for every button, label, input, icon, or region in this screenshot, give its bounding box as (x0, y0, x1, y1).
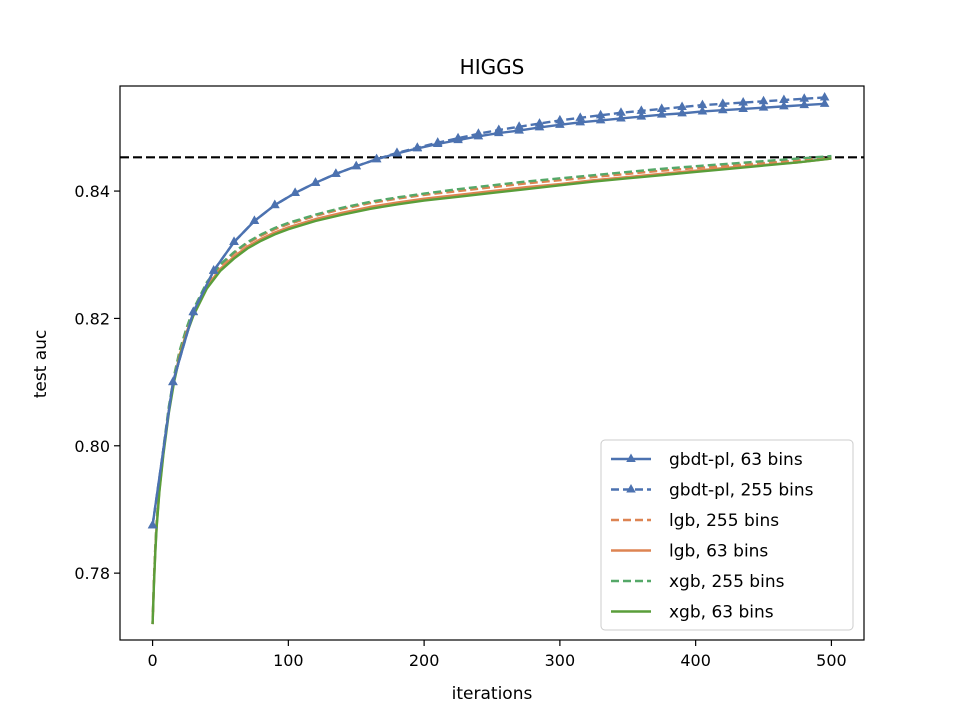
series-2-point (738, 97, 748, 106)
series-2-point (656, 103, 667, 112)
series-line-2 (151, 96, 825, 526)
series-2-point (432, 137, 443, 146)
series-1-point (636, 111, 647, 120)
series-2-point (819, 91, 830, 101)
x-tick-label: 0 (147, 651, 157, 670)
series-1-point (595, 114, 606, 124)
legend-label: lgb, 255 bins (669, 511, 779, 531)
series-2-point (616, 107, 626, 116)
series-2-point (677, 101, 687, 111)
y-tick-label: 0.82 (74, 309, 110, 328)
series-2-point (188, 306, 199, 316)
series-2-point (453, 132, 463, 142)
series-2-point (697, 99, 708, 109)
x-axis-label: iterations (452, 684, 533, 704)
series-1-point (758, 102, 769, 111)
axis-ticks: 0 100 200 300 400 500 0.78 0.80 0.82 0.84 (74, 182, 846, 670)
series-2-point (310, 177, 321, 186)
series-2-point (229, 236, 239, 246)
chart-title: HIGGS (460, 55, 525, 79)
legend-label: xgb, 255 bins (669, 572, 785, 592)
x-tick-label: 200 (409, 651, 440, 670)
series-2-point (249, 215, 260, 225)
legend-label: gbdt-pl, 255 bins (669, 481, 814, 501)
axes-frame (119, 85, 865, 641)
series-2-point (290, 187, 300, 197)
y-axis-label: test auc (31, 330, 51, 399)
series-1-point (677, 107, 687, 117)
legend-label: lgb, 63 bins (669, 542, 768, 562)
series-2-point (779, 94, 789, 104)
series-2-point (412, 142, 423, 151)
series-1-point (738, 103, 748, 112)
legend: gbdt-pl, 63 bins gbdt-pl, 255 bins lgb, 25… (600, 439, 854, 631)
series-2-point (595, 109, 606, 119)
series-2-point (718, 98, 728, 107)
series-2-point (269, 199, 280, 209)
series-1-point (555, 119, 565, 128)
series-2-point (494, 124, 504, 133)
series-1-point (799, 99, 810, 109)
series-2-point (351, 160, 362, 170)
series-2-point (758, 95, 769, 105)
series-2-point (636, 105, 647, 114)
series-2-point (473, 128, 484, 137)
legend-label: gbdt-pl, 63 bins (669, 450, 803, 470)
series-1-point (718, 104, 728, 114)
series-2-point (168, 376, 178, 386)
series-1-point (697, 105, 708, 115)
y-tick-label: 0.84 (74, 182, 110, 201)
x-tick-label: 500 (816, 651, 847, 670)
series-1-point (575, 116, 586, 126)
legend-box (600, 439, 854, 631)
series-2-point (208, 265, 219, 274)
series-2-point (392, 147, 402, 156)
series-2-point (147, 519, 158, 529)
legend-label: xgb, 63 bins (669, 603, 774, 623)
series-2-point (534, 118, 545, 127)
series-2-point (371, 153, 382, 163)
series-1-point (819, 98, 830, 107)
plot-area (120, 91, 864, 625)
series-1-point (779, 100, 789, 110)
legend-marker (626, 484, 636, 493)
x-tick-label: 300 (545, 651, 576, 670)
series-2-point (799, 93, 810, 102)
series-2-point (555, 114, 565, 124)
series-2-point (575, 112, 586, 121)
x-tick-label: 400 (680, 651, 711, 670)
series-1-point (616, 112, 626, 122)
legend-marker (626, 453, 636, 463)
series-2-point (514, 121, 524, 130)
y-tick-label: 0.78 (74, 564, 110, 583)
y-tick-label: 0.80 (74, 437, 110, 456)
series-1-point (656, 109, 667, 118)
series-2-point (331, 168, 341, 177)
x-tick-label: 100 (273, 651, 304, 670)
